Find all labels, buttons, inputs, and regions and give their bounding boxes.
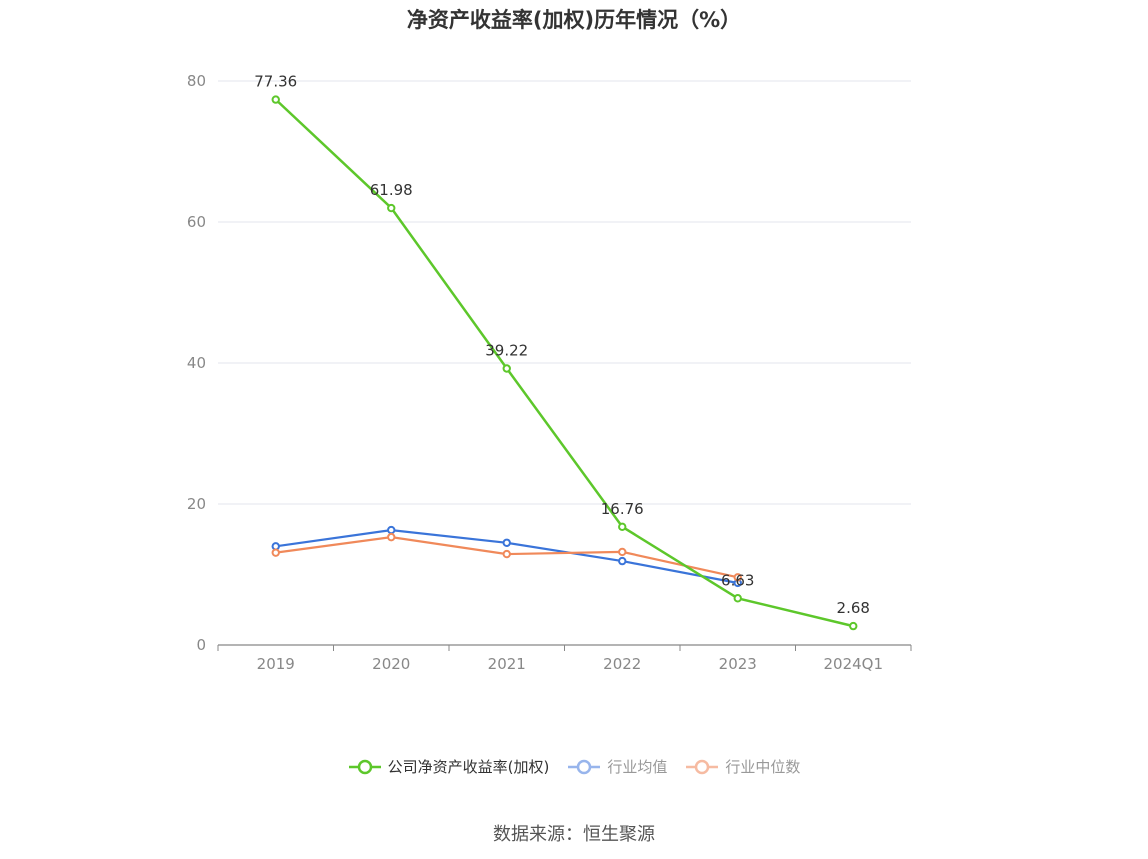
data-point[interactable] bbox=[849, 621, 858, 631]
data-label: 2.68 bbox=[837, 599, 870, 617]
x-tick-label: 2019 bbox=[257, 655, 295, 673]
data-label: 16.76 bbox=[601, 500, 644, 518]
axes: 0 20 40 60 80 2019 2020 2021 2022 2023 2024Q1 bbox=[187, 72, 912, 673]
legend-item-0[interactable]: 公司净资产收益率(加权) bbox=[348, 756, 550, 777]
data-point[interactable] bbox=[618, 547, 627, 557]
legend-label: 行业均值 bbox=[607, 758, 668, 776]
series-line-0 bbox=[274, 98, 854, 628]
legend-item-2[interactable]: 行业中位数 bbox=[685, 756, 800, 777]
data-point[interactable] bbox=[502, 364, 511, 373]
data-label: 39.22 bbox=[485, 341, 528, 359]
data-point[interactable] bbox=[387, 525, 396, 535]
data-point[interactable] bbox=[387, 203, 396, 213]
y-tick-label: 80 bbox=[187, 72, 206, 90]
x-tick-label: 2023 bbox=[719, 655, 757, 673]
legend-label: 行业中位数 bbox=[725, 758, 801, 776]
data-label: 77.36 bbox=[254, 73, 297, 91]
data-point[interactable] bbox=[271, 95, 280, 104]
legend-marker-icon bbox=[348, 759, 381, 774]
data-point[interactable] bbox=[618, 556, 627, 566]
data-label: 61.98 bbox=[370, 181, 413, 199]
y-tick-label: 0 bbox=[196, 636, 206, 654]
data-point[interactable] bbox=[618, 522, 627, 532]
legend-marker-icon bbox=[686, 759, 719, 774]
data-point[interactable] bbox=[502, 549, 511, 559]
legend-item-1[interactable]: 行业均值 bbox=[567, 756, 667, 777]
data-point[interactable] bbox=[271, 548, 280, 557]
data-label: 6.63 bbox=[721, 571, 754, 589]
y-tick-label: 40 bbox=[187, 354, 206, 372]
legend-circle bbox=[357, 759, 372, 774]
chart-title: 净资产收益率(加权)历年情况（%） bbox=[406, 8, 742, 32]
data-source: 数据来源：恒生聚源 bbox=[493, 824, 655, 845]
data-point[interactable] bbox=[502, 538, 511, 547]
legend-circle bbox=[695, 759, 710, 774]
x-tick-label: 2022 bbox=[603, 655, 641, 673]
legend-label: 公司净资产收益率(加权) bbox=[387, 758, 550, 776]
x-tick-label: 2024Q1 bbox=[823, 655, 883, 673]
series-lines bbox=[271, 95, 858, 631]
legend-marker-icon bbox=[568, 759, 601, 774]
data-point[interactable] bbox=[733, 573, 742, 582]
data-point[interactable] bbox=[387, 532, 396, 542]
x-tick-label: 2021 bbox=[488, 655, 526, 673]
y-tick-label: 20 bbox=[187, 495, 206, 513]
grid-lines bbox=[218, 80, 911, 505]
x-tick-label: 2020 bbox=[372, 655, 410, 673]
data-labels: 77.36 61.98 39.22 16.76 6.63 2.68 bbox=[254, 73, 870, 617]
data-point[interactable] bbox=[733, 594, 742, 603]
legend: 公司净资产收益率(加权) 行业均值 行业中位数 bbox=[0, 756, 1148, 777]
y-tick-label: 60 bbox=[187, 213, 206, 231]
legend-circle bbox=[577, 759, 592, 774]
